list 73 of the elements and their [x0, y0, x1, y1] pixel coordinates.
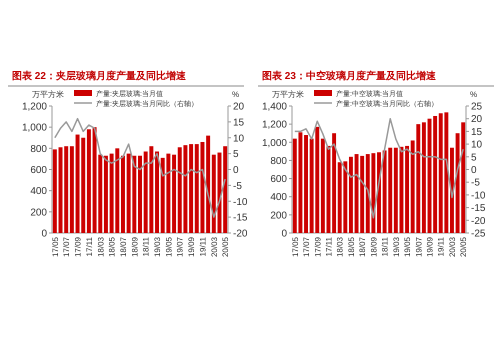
x-tick-label: 19/07: [176, 236, 185, 258]
y-axis-title: 万平方米: [32, 90, 64, 99]
y2-tick-label: 0: [233, 165, 239, 176]
x-tick-label: 17/09: [74, 236, 83, 258]
x-tick-label: 19/03: [153, 236, 162, 258]
x-tick-label: 18/09: [130, 236, 140, 258]
x-tick-label: 19/05: [403, 236, 412, 258]
y2-tick-label: 20: [233, 102, 245, 112]
y2-tick-label: 15: [471, 126, 483, 138]
x-tick-label: 17/11: [324, 236, 334, 256]
y-tick-label: 200: [270, 210, 288, 222]
y-tick-label: 400: [270, 192, 288, 204]
y2-tick-label: 0: [471, 165, 477, 176]
x-tick-label: 19/09: [187, 236, 196, 258]
chart-title: 图表 23：中空玻璃月度产量及同比增速: [262, 70, 437, 82]
y2-axis-title: %: [232, 90, 240, 99]
x-tick-label: 18/09: [369, 236, 378, 258]
y2-tick-label: 5: [233, 149, 239, 160]
x-tick-label: 18/11: [380, 236, 390, 256]
y-tick-label: 1,200: [262, 120, 288, 131]
x-tick-label: 17/05: [50, 236, 60, 258]
y2-tick-label: -5: [233, 180, 242, 192]
x-tick-label: 18/11: [142, 236, 151, 256]
x-tick-label: 18/03: [96, 236, 106, 258]
y-tick-label: 400: [30, 186, 48, 198]
y2-tick-label: 25: [471, 102, 483, 112]
x-tick-label: 20/05: [459, 236, 468, 258]
y2-tick-label: 10: [233, 133, 245, 144]
y2-tick-label: 10: [471, 140, 483, 151]
x-tick-label: 19/11: [436, 236, 446, 256]
y2-tick-label: -15: [233, 212, 248, 224]
x-tick-label: 20/05: [221, 236, 230, 258]
x-tick-label: 18/05: [346, 236, 356, 258]
y2-tick-label: -25: [471, 228, 486, 240]
y2-tick-label: -20: [471, 216, 486, 227]
y2-tick-label: -5: [471, 178, 480, 189]
y2-tick-label: -10: [233, 196, 248, 208]
x-tick-label: 17/11: [84, 236, 94, 256]
x-tick-label: 17/09: [313, 236, 322, 258]
y2-tick-label: -15: [471, 203, 486, 214]
y2-axis-title: %: [470, 90, 478, 99]
y-tick-label: 1,200: [22, 102, 48, 112]
y-tick-label: 800: [270, 156, 288, 167]
x-tick-label: 19/03: [392, 236, 401, 258]
x-tick-label: 20/03: [448, 236, 457, 258]
y-tick-label: 800: [30, 144, 48, 155]
y-tick-label: 0: [281, 228, 288, 240]
x-tick-label: 19/07: [414, 236, 424, 258]
x-tick-label: 19/05: [164, 236, 174, 258]
y-tick-label: 1,000: [262, 138, 288, 149]
y2-tick-label: 20: [471, 114, 483, 126]
y2-tick-label: -20: [233, 228, 248, 240]
y2-tick-label: 5: [471, 152, 477, 164]
y-tick-label: 600: [270, 174, 288, 186]
x-tick-label: 18/03: [336, 236, 345, 258]
y-tick-label: 0: [41, 228, 48, 240]
x-tick-label: 19/09: [426, 236, 435, 258]
y2-tick-label: -10: [471, 190, 486, 202]
x-tick-label: 17/07: [302, 236, 312, 258]
chart-title: 图表 22：夹层玻璃月度产量及同比增速: [12, 70, 187, 82]
x-tick-label: 18/07: [118, 236, 128, 258]
y-tick-label: 1,400: [262, 102, 288, 112]
y-tick-label: 1,000: [22, 122, 48, 134]
x-tick-label: 18/07: [358, 236, 368, 258]
x-tick-label: 18/05: [108, 236, 117, 258]
y-tick-label: 200: [30, 207, 48, 218]
x-tick-label: 19/11: [198, 236, 208, 256]
x-tick-label: 17/05: [290, 236, 300, 258]
x-tick-label: 17/07: [62, 236, 72, 258]
y2-tick-label: 15: [233, 117, 245, 128]
y-tick-label: 600: [30, 165, 48, 176]
y-axis-title: 万平方米: [272, 90, 304, 99]
x-tick-label: 20/03: [210, 236, 219, 258]
